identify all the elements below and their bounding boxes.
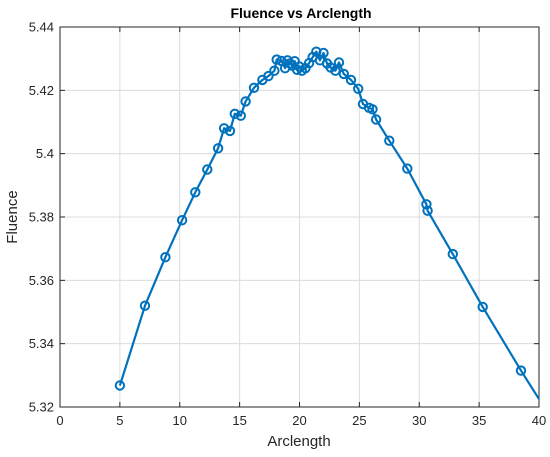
x-tick-label: 20 [292,413,306,428]
data-point [422,205,433,216]
x-axis-label: Arclength [267,433,330,450]
data-point [447,248,458,260]
x-tick-label: 0 [56,413,63,428]
data-point [139,300,151,311]
y-tick-label: 5.34 [29,336,54,351]
data-point [515,365,527,376]
data-point [176,215,188,226]
data-point [477,301,488,313]
data-point [318,47,329,59]
data-point [229,108,241,120]
data-point [224,125,236,137]
x-tick-label: 40 [532,413,546,428]
y-tick-label: 5.42 [29,83,54,98]
y-tick-label: 5.36 [29,273,54,288]
data-point [384,135,395,146]
data-point [114,380,126,391]
grid-lines [60,27,539,407]
x-tick-label: 15 [232,413,246,428]
chart-title: Fluence vs Arclength [230,5,371,21]
y-tick-labels: 5.32 5.34 5.36 5.38 5.4 5.42 5.44 [29,20,54,415]
data-point [367,104,378,115]
y-tick-label: 5.44 [29,20,54,35]
data-point [421,199,432,210]
data-point [190,187,201,198]
series-group [114,46,540,400]
data-point [402,163,413,174]
data-point [333,57,345,68]
data-point [353,83,364,95]
x-tick-label: 30 [412,413,426,428]
y-tick-label: 5.38 [29,210,54,225]
x-tick-labels: 0 5 10 15 20 25 30 35 40 [56,413,546,428]
data-point [284,58,296,69]
x-tick-label: 5 [116,413,123,428]
x-tick-label: 10 [173,413,187,428]
data-point [240,96,251,107]
data-point [338,68,349,80]
data-point [160,252,171,263]
data-point [263,70,274,82]
data-point [271,54,282,65]
data-point [345,74,357,86]
y-axis-label: Fluence [4,190,21,243]
data-point [202,164,213,175]
y-tick-label: 5.4 [36,146,54,161]
data-point [235,110,247,121]
data-point [218,123,230,134]
data-point [370,114,382,125]
x-tick-label: 35 [472,413,486,428]
data-point [212,143,224,154]
y-tick-label: 5.32 [29,400,54,415]
axis-ticks [59,26,540,408]
data-point [248,82,260,94]
data-point [330,65,341,76]
data-point [311,46,322,57]
x-tick-label: 25 [352,413,366,428]
data-point [269,65,280,76]
